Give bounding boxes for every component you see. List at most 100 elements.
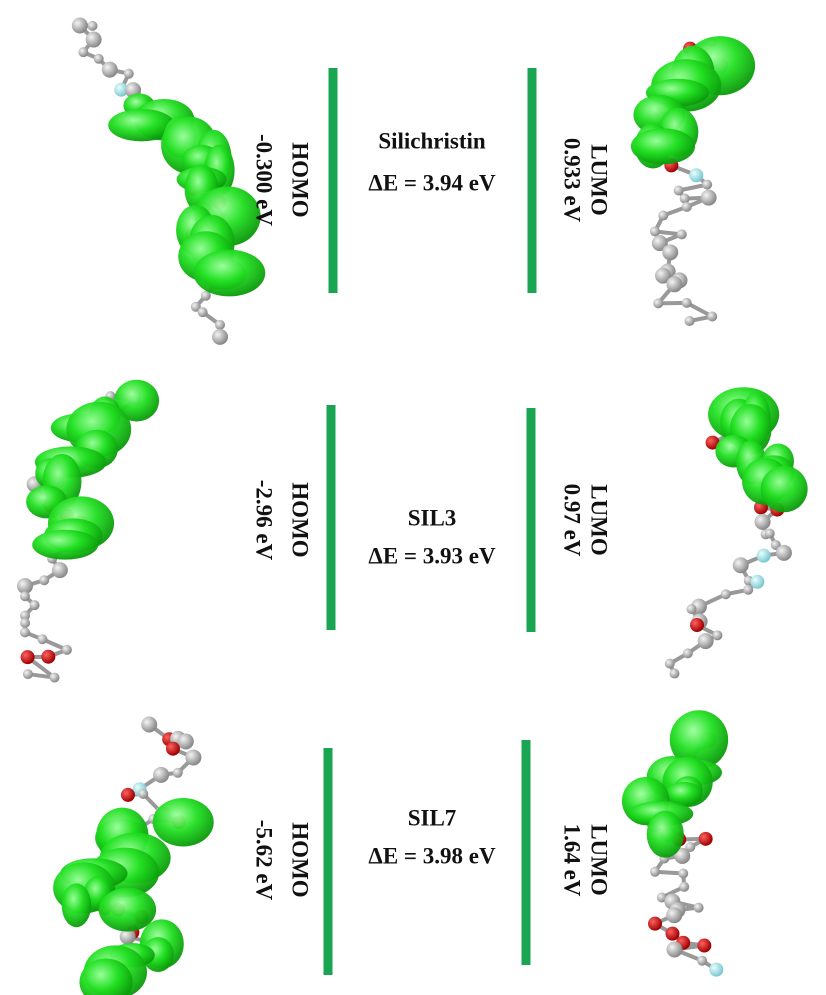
molecule-render: [622, 710, 728, 976]
atom: [683, 648, 693, 658]
atom: [198, 307, 208, 317]
atom: [215, 320, 225, 330]
atom: [153, 767, 169, 783]
molecule-render: [17, 380, 159, 683]
atom: [650, 867, 660, 877]
lumo-energy: 0.97 eV: [560, 484, 585, 557]
atom: [707, 311, 717, 321]
atom: [138, 789, 148, 799]
molecule-name: Silichristin: [378, 128, 486, 153]
atom: [86, 32, 102, 48]
atom: [757, 549, 771, 563]
homo-label: HOMO: [288, 482, 313, 557]
orbital-lobe: [153, 798, 214, 847]
orbital-lobe: [32, 530, 98, 560]
atom: [694, 903, 704, 913]
lumo-energy: 0.933 eV: [560, 138, 585, 223]
atom: [697, 956, 707, 966]
atom: [121, 788, 135, 802]
atom: [665, 659, 675, 669]
orbital-lobe: [761, 466, 808, 512]
atom: [39, 575, 49, 585]
atom: [88, 21, 98, 31]
molecule-render: [53, 716, 214, 995]
atom: [30, 600, 40, 610]
atom: [648, 917, 662, 931]
atom: [653, 298, 663, 308]
atom: [690, 618, 704, 632]
atom: [697, 939, 711, 953]
atom: [679, 882, 689, 892]
atom: [20, 618, 30, 628]
atom: [701, 190, 717, 206]
atom: [709, 963, 723, 977]
atom: [212, 329, 228, 345]
orbital-lobe: [631, 128, 695, 164]
atom: [665, 927, 679, 941]
atom: [21, 650, 35, 664]
orbital-lobe: [99, 888, 156, 932]
atom: [712, 630, 722, 640]
atom: [658, 211, 668, 221]
atom: [682, 298, 692, 308]
atom: [755, 514, 771, 530]
energy-gap: ΔE = 3.98 eV: [368, 843, 496, 868]
atom: [72, 17, 88, 33]
homo-label: HOMO: [288, 142, 313, 217]
orbital-figure: Silichristin ΔE = 3.94 eV HOMO -0.300 eV 0.9…: [0, 0, 826, 995]
atom: [102, 62, 118, 78]
atom: [141, 716, 157, 732]
lumo-label: LUMO: [587, 824, 612, 896]
atom: [20, 591, 30, 601]
atom: [124, 69, 134, 79]
orbital-lobe: [194, 250, 266, 297]
atom: [689, 168, 703, 182]
orbital-lobe: [62, 883, 91, 927]
atom: [62, 645, 72, 655]
atom: [674, 185, 684, 195]
atom: [699, 832, 713, 846]
homo-label: HOMO: [288, 822, 313, 897]
orbital-lobe: [647, 811, 684, 858]
atom: [677, 229, 687, 239]
atom: [94, 54, 104, 64]
energy-gap: ΔE = 3.93 eV: [368, 543, 496, 568]
atom: [685, 316, 695, 326]
homo-energy: -5.62 eV: [252, 820, 277, 901]
atom: [37, 634, 47, 644]
atom: [721, 589, 731, 599]
atom: [682, 202, 692, 212]
lumo-label: LUMO: [587, 144, 612, 216]
molecule-render: [665, 387, 808, 678]
atom: [678, 868, 688, 878]
atom: [666, 907, 682, 923]
homo-energy: -0.300 eV: [252, 134, 277, 226]
atom: [666, 276, 682, 292]
atom: [743, 585, 753, 595]
atom: [667, 941, 683, 957]
atom: [687, 604, 697, 614]
atom: [173, 768, 183, 778]
atom: [765, 528, 775, 538]
atom: [776, 545, 792, 561]
molecule-render: [631, 36, 755, 326]
atom: [750, 575, 764, 589]
atom: [702, 180, 712, 190]
atom: [698, 633, 714, 649]
atom: [78, 47, 88, 57]
atom: [23, 669, 33, 679]
lumo-label: LUMO: [587, 484, 612, 556]
homo-energy: -2.96 eV: [252, 480, 277, 561]
molecule-render: [72, 17, 265, 344]
lumo-energy: 1.64 eV: [560, 824, 585, 897]
atom: [166, 742, 180, 756]
atom: [650, 226, 660, 236]
atom: [41, 650, 55, 664]
atom: [733, 557, 749, 573]
energy-gap: ΔE = 3.94 eV: [368, 170, 496, 195]
molecule-name: SIL7: [408, 805, 457, 830]
atom: [185, 749, 201, 765]
atom: [50, 673, 60, 683]
atom: [662, 244, 678, 260]
molecule-name: SIL3: [408, 505, 457, 530]
